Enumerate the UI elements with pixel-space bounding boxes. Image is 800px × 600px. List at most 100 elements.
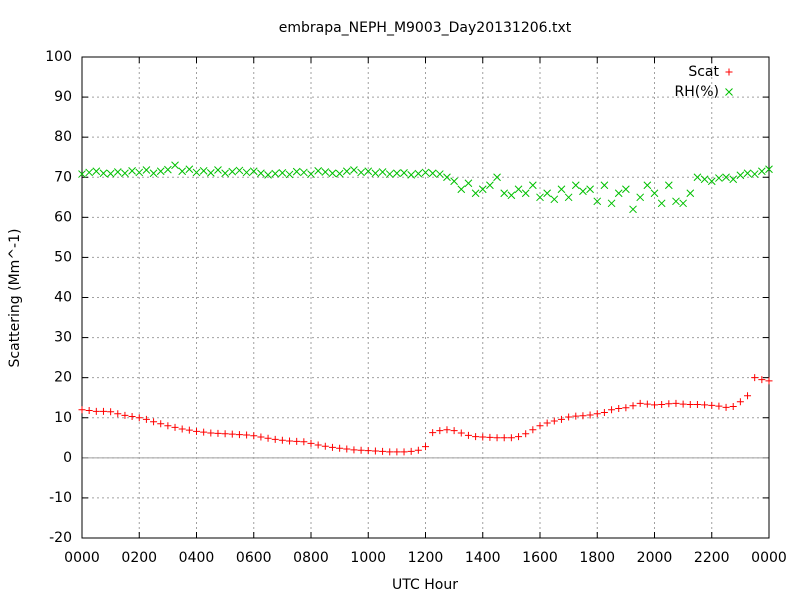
data-point [557, 415, 565, 423]
data-point [479, 433, 487, 441]
data-point [500, 434, 508, 442]
data-point [328, 169, 337, 178]
data-point [586, 411, 594, 419]
data-point [321, 168, 330, 176]
plot-border [81, 56, 770, 539]
data-point [92, 167, 101, 176]
data-point [307, 439, 315, 447]
data-point [350, 446, 358, 454]
data-point [393, 169, 401, 178]
data-point [128, 166, 136, 175]
legend-marker [725, 88, 733, 96]
data-point [651, 401, 658, 409]
legend-label: RH(%) [675, 84, 719, 100]
data-point [99, 407, 107, 415]
data-point [464, 431, 472, 439]
data-point [486, 181, 494, 190]
data-point [299, 168, 308, 177]
data-point [378, 168, 387, 176]
y-tick-label: 90 [54, 89, 72, 105]
data-point [221, 430, 229, 438]
data-point [750, 170, 759, 178]
data-point [450, 427, 458, 435]
x-tick-label: 0800 [293, 550, 329, 566]
data-point [715, 402, 723, 410]
data-point [185, 165, 194, 174]
data-point [357, 168, 365, 177]
data-point [436, 427, 444, 435]
data-point [271, 435, 279, 443]
y-tick-label: 10 [54, 410, 72, 426]
data-point [722, 173, 730, 182]
y-tick-label: 40 [54, 290, 72, 306]
data-point [157, 420, 165, 428]
data-point [114, 410, 122, 418]
data-point [729, 403, 737, 411]
data-point [328, 443, 336, 451]
data-point [407, 170, 416, 179]
data-point [751, 374, 759, 382]
data-point [693, 401, 701, 409]
data-point [700, 175, 709, 184]
data-point [407, 447, 415, 455]
data-point [450, 177, 458, 186]
data-point [464, 179, 473, 188]
y-tick-label: 30 [54, 330, 72, 346]
data-point [565, 413, 573, 421]
data-point [765, 165, 773, 174]
data-point [615, 405, 623, 413]
data-point [679, 400, 687, 408]
data-point [85, 168, 94, 177]
data-point [135, 414, 143, 422]
data-point [264, 434, 272, 442]
y-tick-label: 70 [54, 169, 72, 185]
data-point [664, 181, 673, 190]
data-point [335, 169, 344, 178]
data-point [493, 434, 501, 442]
data-point [443, 173, 451, 182]
data-point [400, 448, 408, 456]
data-point [515, 433, 523, 441]
x-tick-label: 0600 [236, 550, 272, 566]
data-point [593, 410, 601, 418]
data-point [207, 429, 215, 437]
data-point [507, 191, 516, 200]
data-point [421, 168, 430, 177]
data-point [343, 445, 351, 453]
data-point [429, 429, 437, 437]
data-point [336, 444, 344, 452]
data-point [600, 409, 608, 417]
data-point [228, 430, 236, 438]
data-point [250, 432, 258, 440]
data-point [550, 195, 559, 204]
y-tick-label: -10 [49, 490, 72, 506]
data-point [142, 415, 150, 423]
data-point [607, 199, 616, 208]
data-point [622, 185, 630, 194]
x-axis-label: UTC Hour [392, 577, 458, 593]
data-point [278, 436, 286, 444]
data-point [757, 167, 766, 176]
data-point [457, 185, 466, 194]
data-point [185, 426, 193, 434]
data-point [371, 447, 379, 455]
data-point [744, 392, 752, 400]
data-point [214, 166, 222, 174]
data-point [192, 168, 201, 177]
data-point [528, 181, 537, 190]
data-point [371, 169, 380, 178]
data-point [586, 185, 594, 194]
data-point [643, 400, 651, 408]
x-tick-label: 1000 [350, 550, 386, 566]
x-tick-label: 0400 [179, 550, 215, 566]
data-point [221, 169, 229, 178]
data-point [707, 177, 716, 186]
x-tick-label: 2000 [637, 550, 673, 566]
data-point [572, 412, 580, 420]
data-point [113, 168, 122, 176]
data-point [393, 448, 401, 456]
data-point [106, 169, 115, 178]
data-point [385, 170, 394, 178]
